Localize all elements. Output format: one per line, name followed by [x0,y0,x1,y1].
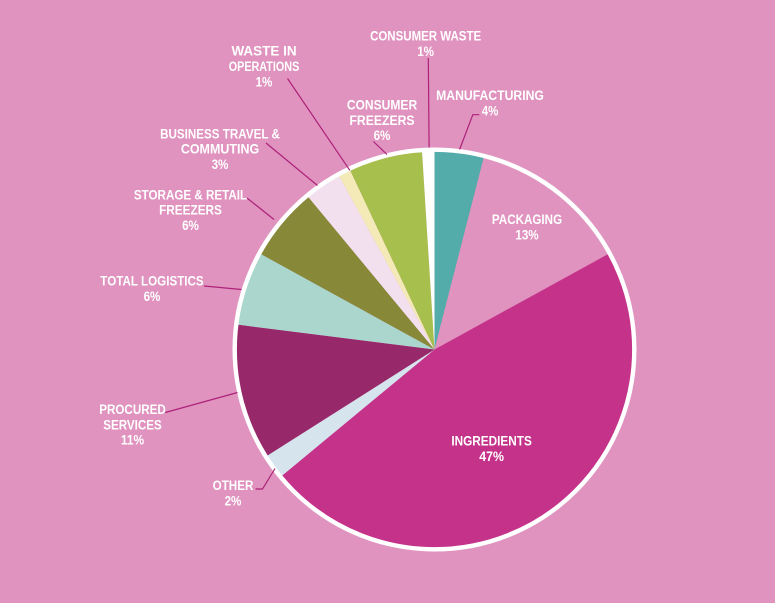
svg-text:WASTE IN: WASTE IN [231,42,296,58]
svg-text:4%: 4% [482,102,499,118]
svg-text:OPERATIONS: OPERATIONS [229,59,300,75]
svg-text:6%: 6% [144,288,161,304]
svg-text:CONSUMER WASTE: CONSUMER WASTE [370,27,481,43]
svg-text:STORAGE & RETAIL: STORAGE & RETAIL [134,186,247,202]
svg-text:47%: 47% [479,448,504,464]
svg-text:BUSINESS TRAVEL &: BUSINESS TRAVEL & [160,125,280,141]
svg-text:TOTAL LOGISTICS: TOTAL LOGISTICS [100,272,204,288]
svg-text:6%: 6% [374,127,391,143]
svg-text:PACKAGING: PACKAGING [492,211,562,227]
svg-text:FREEZERS: FREEZERS [349,112,414,128]
svg-text:OTHER: OTHER [213,477,254,493]
svg-text:CONSUMER: CONSUMER [347,97,418,113]
svg-text:MANUFACTURING: MANUFACTURING [436,87,544,103]
svg-text:FREEZERS: FREEZERS [159,202,222,218]
svg-text:11%: 11% [121,432,145,448]
svg-text:COMMUTING: COMMUTING [181,141,259,157]
svg-text:PROCURED: PROCURED [99,401,166,417]
svg-text:2%: 2% [225,492,242,508]
svg-text:13%: 13% [515,226,539,242]
svg-text:1%: 1% [417,43,434,59]
svg-text:3%: 3% [212,156,229,172]
svg-text:1%: 1% [256,73,273,89]
svg-text:6%: 6% [182,217,199,233]
svg-text:SERVICES: SERVICES [103,416,162,432]
svg-text:INGREDIENTS: INGREDIENTS [451,433,532,449]
